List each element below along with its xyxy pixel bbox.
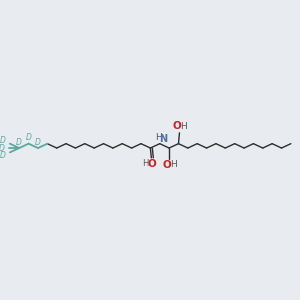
Text: H: H — [180, 122, 187, 131]
Text: N: N — [160, 134, 168, 144]
Text: O: O — [172, 122, 181, 131]
Text: H: H — [170, 160, 176, 169]
Text: D: D — [26, 133, 32, 142]
Text: H: H — [155, 133, 162, 142]
Text: D: D — [16, 138, 22, 147]
Text: D: D — [0, 151, 6, 160]
Text: D: D — [35, 138, 41, 147]
Text: O: O — [148, 159, 157, 169]
Text: D: D — [0, 136, 6, 145]
Text: H: H — [142, 159, 148, 168]
Text: O: O — [163, 160, 172, 170]
Text: D: D — [0, 143, 4, 152]
